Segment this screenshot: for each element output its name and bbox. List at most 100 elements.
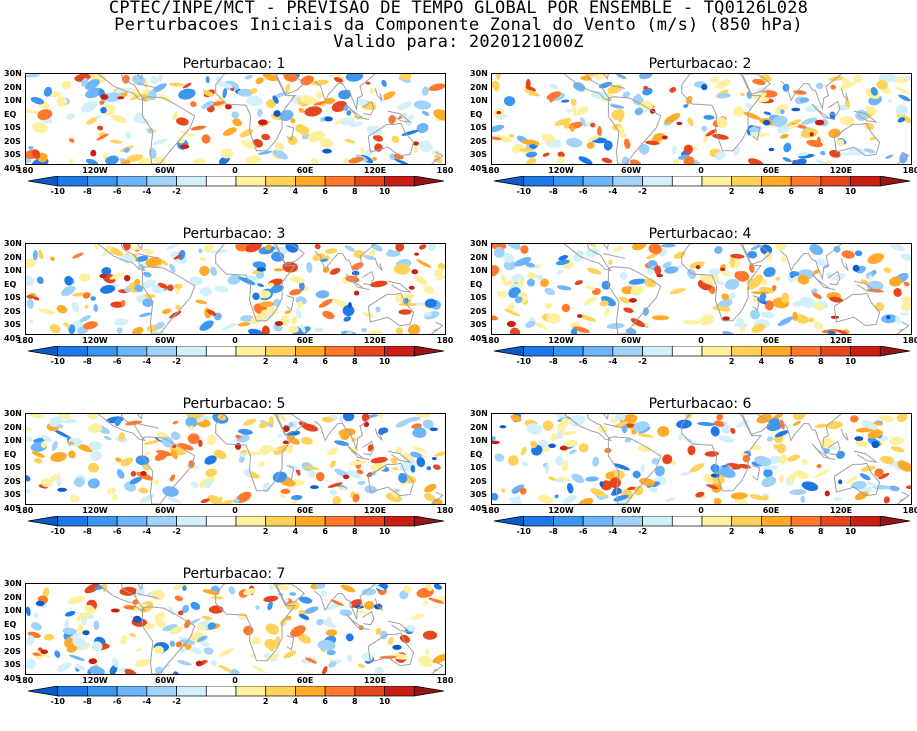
strong-perturbation-core [343, 474, 350, 480]
wind-perturbation-blob [880, 455, 895, 465]
wind-perturbation-blob [299, 126, 310, 136]
wind-perturbation-blob [26, 109, 41, 114]
wind-perturbation-blob [255, 605, 260, 610]
colorbar-label: -4 [608, 527, 618, 536]
wind-perturbation-blob [303, 465, 320, 470]
wind-perturbation-blob [603, 140, 613, 151]
y-tick-label: 10N [470, 436, 488, 445]
wind-perturbation-blob [398, 309, 412, 315]
wind-perturbation-blob [853, 74, 862, 84]
wind-perturbation-blob [654, 465, 665, 477]
wind-perturbation-blob [433, 109, 445, 121]
wind-perturbation-blob [777, 316, 793, 327]
wind-perturbation-blob [809, 244, 824, 256]
wind-perturbation-blob [517, 277, 524, 289]
colorbar-segment [205, 176, 237, 187]
colorbar-label: 10 [844, 357, 857, 366]
colorbar-segment [176, 176, 207, 187]
wind-perturbation-blob [142, 271, 152, 278]
wind-perturbation-blob [568, 449, 577, 455]
wind-perturbation-blob [213, 449, 227, 460]
wind-perturbation-blob [352, 493, 360, 503]
wind-perturbation-blob [273, 444, 289, 455]
colorbar-label: 6 [788, 357, 794, 366]
wind-perturbation-blob [865, 105, 877, 115]
y-tick-label: EQ [4, 109, 17, 119]
wind-perturbation-blob [799, 296, 815, 308]
wind-perturbation-blob [806, 139, 824, 148]
wind-perturbation-blob [107, 246, 124, 256]
coastline [345, 273, 370, 291]
perturbation-panel-1: Perturbacao: 1 30N 20N 10N EQ 10S 20S 30S 40S 180… [4, 56, 464, 221]
wind-perturbation-blob [329, 267, 341, 275]
coastline [828, 100, 841, 116]
wind-perturbation-blob [579, 415, 586, 424]
wind-perturbation-blob [315, 290, 330, 299]
wind-perturbation-blob [291, 494, 303, 501]
x-tick-label: 60E [296, 506, 314, 515]
wind-perturbation-blob [648, 244, 662, 255]
wind-perturbation-blob [613, 421, 629, 428]
colorbar-label: -6 [578, 527, 588, 536]
wind-perturbation-blob [303, 606, 319, 614]
wind-perturbation-blob [645, 140, 660, 146]
wind-perturbation-blob [501, 488, 506, 493]
wind-perturbation-blob [89, 665, 105, 674]
wind-perturbation-blob [300, 324, 306, 333]
wind-perturbation-blob [328, 661, 337, 668]
wind-perturbation-blob [386, 250, 401, 257]
wind-perturbation-blob [340, 431, 350, 441]
colorbar-label: -4 [142, 357, 152, 366]
wind-perturbation-blob [293, 100, 300, 104]
wind-perturbation-blob [101, 252, 107, 257]
wind-perturbation-blob [685, 414, 692, 419]
wind-perturbation-blob [142, 279, 156, 289]
wind-perturbation-blob [752, 133, 771, 138]
wind-perturbation-blob [32, 296, 40, 301]
wind-perturbation-blob [188, 425, 194, 431]
wind-perturbation-blob [298, 613, 310, 620]
wind-perturbation-blob [372, 584, 385, 591]
colorbar-label: -4 [608, 187, 618, 196]
wind-perturbation-blob [365, 148, 374, 156]
wind-perturbation-blob [237, 428, 253, 435]
wind-perturbation-blob [301, 436, 313, 445]
wind-perturbation-blob [854, 250, 863, 257]
wind-perturbation-blob [279, 109, 294, 121]
coastline [215, 414, 296, 492]
x-tick-label: 180 [436, 676, 454, 685]
wind-perturbation-blob [521, 461, 529, 467]
wind-perturbation-blob [258, 245, 276, 255]
wind-perturbation-blob [62, 627, 77, 635]
wind-perturbation-blob [557, 151, 565, 158]
wind-perturbation-blob [601, 157, 613, 164]
wind-perturbation-blob [759, 292, 767, 302]
strong-perturbation-core [235, 442, 242, 450]
wind-perturbation-blob [356, 469, 364, 475]
wind-perturbation-blob [250, 313, 266, 325]
wind-perturbation-blob [199, 257, 207, 261]
x-tick-label: 0 [232, 336, 238, 345]
wind-perturbation-blob [365, 330, 383, 334]
wind-perturbation-blob [714, 151, 726, 160]
wind-perturbation-blob [261, 325, 270, 334]
wind-perturbation-blob [601, 295, 616, 307]
wind-perturbation-blob [716, 414, 724, 421]
strong-perturbation-core [88, 658, 98, 665]
wind-perturbation-blob [509, 327, 521, 334]
wind-perturbation-blob [31, 122, 48, 134]
wind-perturbation-blob [142, 298, 153, 308]
wind-perturbation-blob [413, 426, 427, 438]
wind-perturbation-blob [826, 421, 843, 430]
colorbar-segment [701, 176, 733, 187]
wind-perturbation-blob [32, 149, 41, 159]
x-tick-label: 120E [363, 506, 387, 515]
wind-perturbation-blob [867, 253, 884, 265]
wind-perturbation-blob [592, 456, 600, 467]
wind-perturbation-blob [860, 465, 876, 472]
wind-perturbation-blob [574, 280, 583, 286]
wind-perturbation-blob [364, 600, 375, 610]
wind-perturbation-blob [509, 302, 515, 311]
wind-perturbation-blob [258, 421, 270, 429]
coastline [430, 158, 439, 164]
